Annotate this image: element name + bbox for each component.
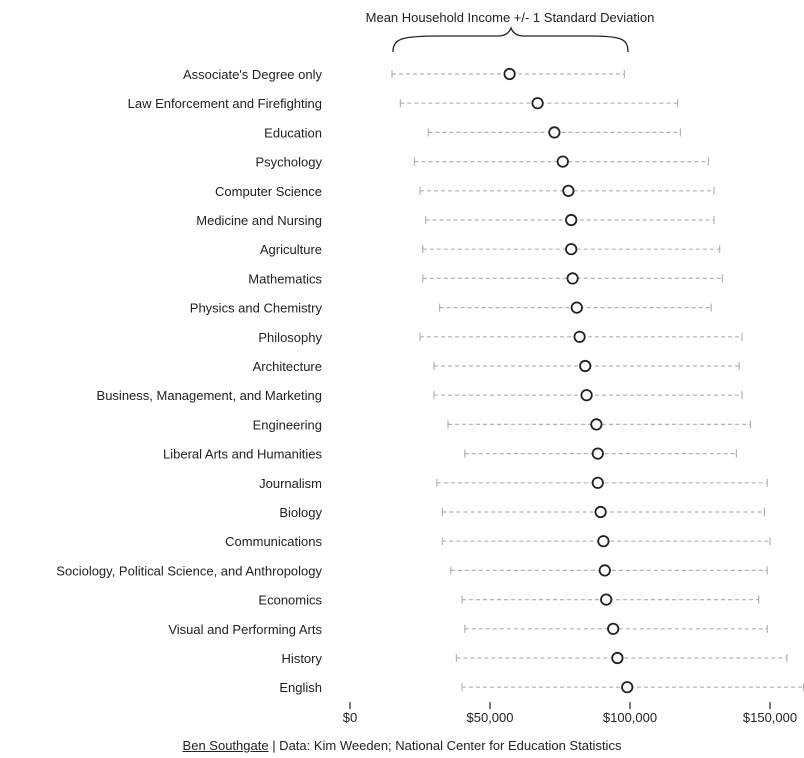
mean-point (548, 126, 561, 139)
data-row: Medicine and Nursing (196, 213, 715, 228)
category-label: Architecture (253, 359, 322, 374)
mean-point (591, 447, 604, 460)
category-label: Law Enforcement and Firefighting (128, 96, 322, 111)
data-row: Communications (225, 534, 771, 549)
mean-point (556, 155, 569, 168)
mean-point (579, 359, 592, 373)
mean-point (621, 681, 634, 694)
mean-point (597, 535, 610, 548)
mean-point (598, 564, 611, 577)
category-label: Journalism (259, 476, 322, 491)
mean-point (573, 330, 586, 343)
footer-author[interactable]: Ben Southgate (182, 738, 269, 753)
x-tick-label: $50,000 (467, 710, 514, 725)
data-row: Agriculture (260, 242, 721, 257)
footer-source: | Data: Kim Weeden; National Center for … (268, 738, 622, 753)
data-row: Sociology, Political Science, and Anthro… (56, 563, 768, 578)
mean-point (503, 67, 516, 81)
data-row: Philosophy (258, 330, 743, 345)
category-label: Agriculture (260, 242, 322, 257)
category-label: History (282, 651, 323, 666)
mean-point (590, 418, 603, 431)
mean-point (611, 651, 624, 665)
data-row: Mathematics (248, 271, 724, 286)
data-row: Business, Management, and Marketing (97, 388, 743, 403)
x-tick-label: $100,000 (603, 710, 657, 725)
x-tick-label: $0 (343, 710, 357, 725)
mean-point (600, 593, 613, 606)
category-label: Psychology (256, 155, 323, 170)
category-label: Philosophy (258, 330, 322, 345)
category-label: Mathematics (248, 271, 322, 286)
category-label: Business, Management, and Marketing (97, 388, 322, 403)
data-row: Journalism (259, 476, 768, 491)
chart-svg: Mean Household Income +/- 1 Standard Dev… (56, 10, 804, 725)
data-row: Computer Science (215, 184, 715, 199)
rows-group: Associate's Degree only Law Enforcement a… (56, 67, 804, 695)
category-label: Computer Science (215, 184, 322, 199)
data-row: Psychology (256, 155, 710, 170)
data-row: Law Enforcement and Firefighting (128, 96, 679, 111)
category-label: Engineering (253, 417, 322, 432)
mean-point (565, 213, 578, 227)
mean-point (531, 97, 544, 110)
category-label: Physics and Chemistry (190, 301, 323, 316)
mean-point (594, 505, 607, 519)
annotation-text: Mean Household Income +/- 1 Standard Dev… (366, 10, 655, 25)
data-row: History (282, 651, 788, 666)
footer-credit: Ben Southgate | Data: Kim Weeden; Nation… (0, 738, 804, 753)
data-row: Engineering (253, 417, 752, 432)
category-label: Economics (258, 593, 322, 608)
x-axis: $0 $50,000 $100,000 $150,000 (343, 702, 797, 725)
data-row: Associate's Degree only (183, 67, 626, 82)
data-row: Visual and Performing Arts (168, 622, 768, 637)
mean-point (565, 243, 578, 256)
category-label: Visual and Performing Arts (168, 622, 322, 637)
x-tick-label: $150,000 (743, 710, 797, 725)
annotation-group: Mean Household Income +/- 1 Standard Dev… (366, 10, 655, 53)
mean-point (566, 272, 579, 285)
category-label: Liberal Arts and Humanities (163, 447, 322, 462)
data-row: Biology (279, 505, 766, 520)
data-row: Architecture (253, 359, 740, 374)
annotation-brace (392, 26, 629, 53)
mean-point (591, 476, 604, 489)
category-label: Medicine and Nursing (196, 213, 322, 228)
category-label: Communications (225, 534, 322, 549)
mean-point (607, 622, 620, 635)
data-row: Liberal Arts and Humanities (163, 447, 738, 462)
data-row: Economics (258, 593, 760, 608)
category-label: English (279, 680, 322, 695)
category-label: Sociology, Political Science, and Anthro… (56, 563, 322, 578)
category-label: Education (264, 125, 322, 140)
mean-point (570, 301, 583, 314)
data-row: Physics and Chemistry (190, 301, 712, 316)
mean-point (580, 389, 593, 402)
data-row: Education (264, 125, 682, 140)
category-label: Biology (279, 505, 322, 520)
mean-point (562, 184, 575, 197)
category-label: Associate's Degree only (183, 67, 323, 82)
data-row: English (279, 680, 804, 695)
